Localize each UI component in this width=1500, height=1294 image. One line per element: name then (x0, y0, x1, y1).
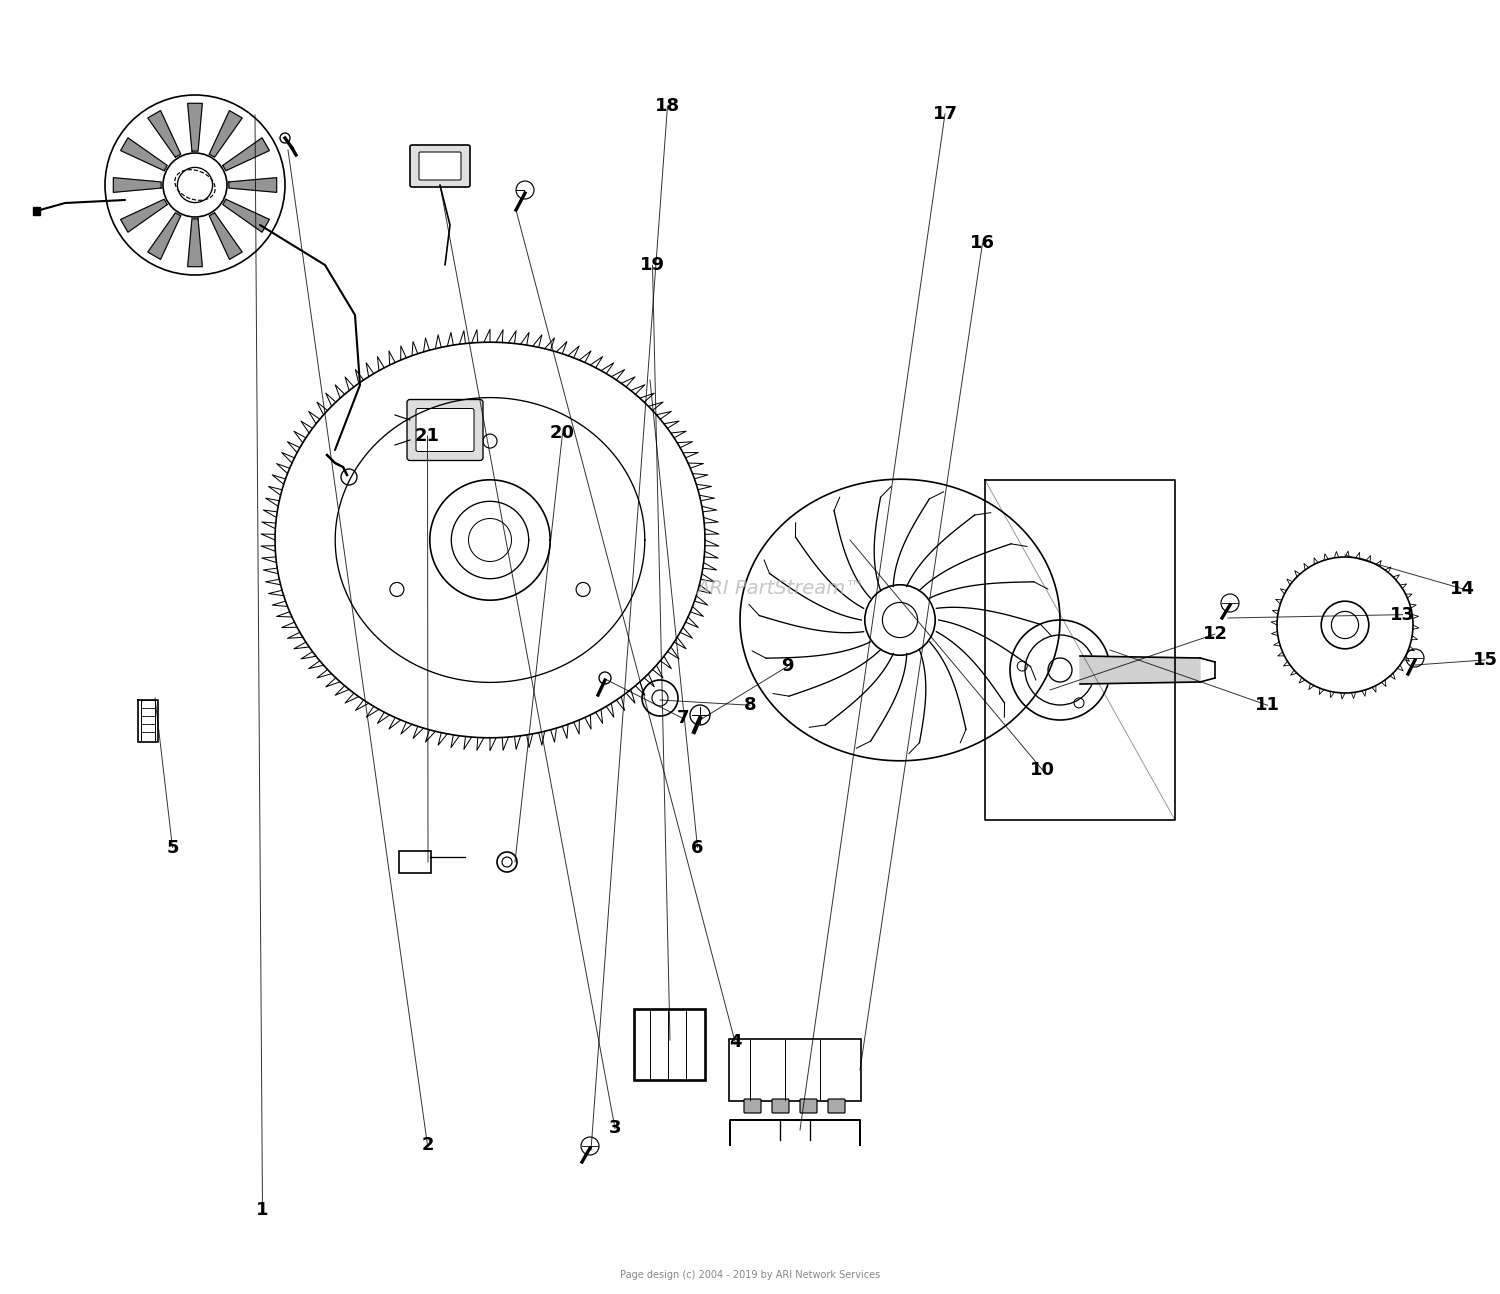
Text: 16: 16 (970, 234, 994, 252)
FancyBboxPatch shape (419, 151, 460, 180)
Text: 8: 8 (744, 696, 756, 714)
Polygon shape (188, 104, 202, 151)
FancyBboxPatch shape (399, 851, 430, 873)
Polygon shape (148, 212, 180, 259)
Text: 4: 4 (729, 1033, 741, 1051)
FancyBboxPatch shape (744, 1099, 760, 1113)
Text: 12: 12 (1203, 625, 1227, 643)
Text: ARI PartStream™: ARI PartStream™ (696, 580, 864, 598)
Text: 14: 14 (1450, 580, 1474, 598)
FancyBboxPatch shape (828, 1099, 844, 1113)
Text: 3: 3 (609, 1119, 621, 1137)
Text: 10: 10 (1030, 761, 1054, 779)
Text: 7: 7 (676, 709, 688, 727)
Text: 19: 19 (640, 256, 664, 274)
Polygon shape (210, 212, 242, 259)
Text: 13: 13 (1390, 606, 1414, 624)
Text: 11: 11 (1256, 696, 1280, 714)
Text: 2: 2 (422, 1136, 434, 1154)
Polygon shape (188, 219, 202, 267)
Polygon shape (114, 177, 160, 193)
Polygon shape (230, 177, 276, 193)
FancyBboxPatch shape (729, 1039, 861, 1101)
Polygon shape (120, 199, 166, 232)
FancyBboxPatch shape (406, 400, 483, 461)
Polygon shape (120, 137, 166, 171)
Circle shape (340, 468, 357, 485)
Polygon shape (224, 137, 270, 171)
FancyBboxPatch shape (410, 145, 470, 188)
Text: 17: 17 (933, 105, 957, 123)
Text: 18: 18 (656, 97, 680, 115)
Text: 21: 21 (416, 427, 440, 445)
Text: 9: 9 (782, 657, 794, 675)
Polygon shape (210, 110, 242, 157)
FancyBboxPatch shape (634, 1009, 706, 1080)
Text: 20: 20 (550, 424, 574, 443)
FancyBboxPatch shape (772, 1099, 789, 1113)
Text: 1: 1 (256, 1201, 268, 1219)
FancyBboxPatch shape (416, 409, 474, 452)
FancyBboxPatch shape (800, 1099, 818, 1113)
Text: 6: 6 (692, 839, 703, 857)
Polygon shape (148, 110, 180, 157)
Text: 5: 5 (166, 839, 178, 857)
Text: Page design (c) 2004 - 2019 by ARI Network Services: Page design (c) 2004 - 2019 by ARI Netwo… (620, 1269, 880, 1280)
Text: 15: 15 (1473, 651, 1497, 669)
Polygon shape (224, 199, 270, 232)
Polygon shape (1080, 656, 1200, 685)
Polygon shape (33, 207, 40, 215)
